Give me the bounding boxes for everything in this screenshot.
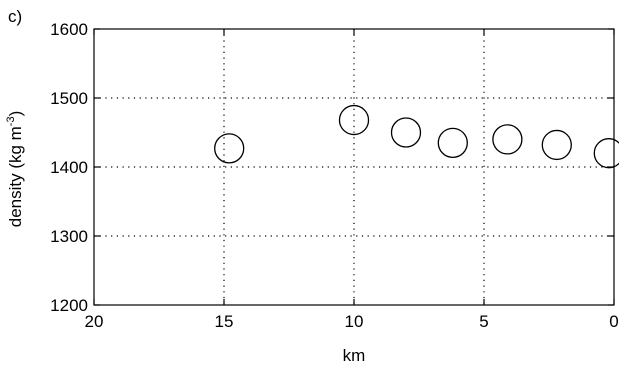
x-tick-label: 0	[609, 312, 618, 331]
y-tick-label: 1600	[50, 20, 88, 39]
data-point	[541, 129, 572, 161]
y-tick-label: 1500	[50, 89, 88, 108]
grid-lines	[94, 29, 614, 305]
panel-label: c)	[8, 7, 22, 26]
y-axis-label-main: density (kg m	[6, 126, 25, 227]
data-point	[437, 127, 468, 159]
y-axis-label-superscript: -3	[5, 116, 17, 126]
y-axis-label: density (kg m-3)	[5, 111, 25, 228]
data-point	[390, 117, 422, 148]
data-point	[492, 124, 523, 155]
y-axis-label-tail: )	[6, 111, 25, 117]
data-points	[214, 104, 619, 169]
data-point	[214, 133, 245, 164]
y-tick-label: 1200	[50, 296, 88, 315]
x-tick-label: 20	[85, 312, 104, 331]
x-axis-label: km	[343, 346, 366, 365]
tick-labels: 20 15 10 5 0 1200 1300 1400 1500 1600	[50, 20, 619, 331]
x-tick-label: 10	[345, 312, 364, 331]
axis-ticks	[93, 28, 615, 306]
y-tick-label: 1300	[50, 227, 88, 246]
y-tick-label: 1400	[50, 158, 88, 177]
data-point	[593, 138, 619, 169]
x-tick-label: 15	[215, 312, 234, 331]
x-tick-label: 5	[479, 312, 488, 331]
data-point	[338, 104, 370, 136]
